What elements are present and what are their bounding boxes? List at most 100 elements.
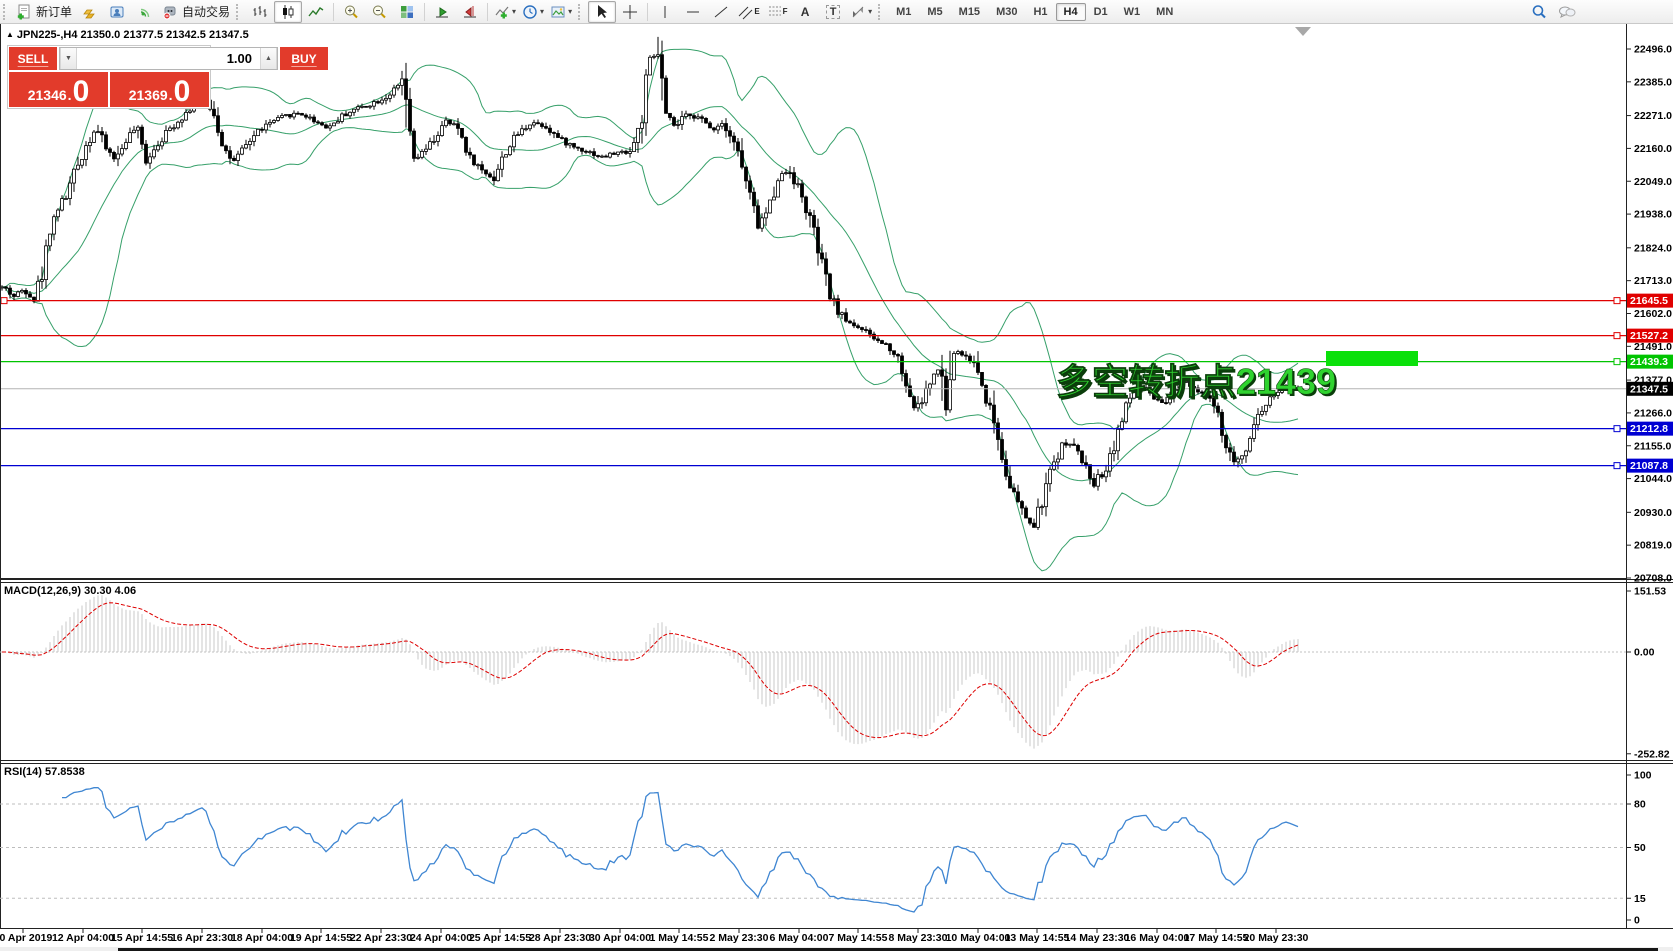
fibonacci-icon — [767, 4, 783, 20]
symbol-info: ▲ JPN225-,H4 21350.0 21377.5 21342.5 2134… — [6, 29, 249, 41]
sell-button[interactable]: SELL — [9, 47, 57, 70]
svg-text:22049.0: 22049.0 — [1634, 176, 1672, 188]
svg-text:MACD(12,26,9) 30.30 4.06: MACD(12,26,9) 30.30 4.06 — [4, 585, 136, 597]
search-icon — [1531, 4, 1547, 20]
market-button[interactable] — [75, 1, 103, 23]
svg-text:16 May 04:00: 16 May 04:00 — [1125, 932, 1190, 944]
templates-button[interactable]: ▾ — [547, 1, 575, 23]
svg-text:21602.0: 21602.0 — [1634, 308, 1672, 320]
svg-text:21645.5: 21645.5 — [1630, 295, 1668, 307]
vertical-line-button[interactable] — [651, 1, 679, 23]
tile-windows-icon — [399, 4, 415, 20]
timeframe-MN[interactable]: MN — [1156, 5, 1174, 18]
toolbar-separator — [647, 2, 649, 21]
svg-text:1 May 14:55: 1 May 14:55 — [650, 932, 709, 944]
svg-text:21439.3: 21439.3 — [1630, 356, 1668, 368]
svg-text:15: 15 — [1634, 893, 1646, 905]
crosshair-icon — [622, 4, 638, 20]
ask-price-pips: 0 — [173, 75, 191, 109]
svg-text:22496.0: 22496.0 — [1634, 44, 1672, 56]
channel-icon — [738, 4, 754, 20]
chart-shift-button[interactable] — [456, 1, 484, 23]
timeframe-H4[interactable]: H4 — [1055, 2, 1086, 21]
toolbar-grip — [578, 3, 585, 20]
svg-text:6 May 04:00: 6 May 04:00 — [770, 932, 829, 944]
svg-text:21044.0: 21044.0 — [1634, 473, 1672, 485]
gold-bars-icon — [81, 4, 97, 20]
zoom-out-button[interactable] — [365, 1, 393, 23]
svg-text:0: 0 — [1634, 915, 1640, 927]
svg-text:21212.8: 21212.8 — [1630, 423, 1668, 435]
symbol-info-text: JPN225-,H4 21350.0 21377.5 21342.5 21347… — [16, 29, 249, 41]
autotrade-button[interactable]: 自动交易 — [159, 1, 233, 23]
search-symbol-button[interactable] — [1525, 1, 1553, 23]
horizontal-line-button[interactable] — [679, 1, 707, 23]
svg-text:14 May 23:30: 14 May 23:30 — [1065, 932, 1130, 944]
timeframe-W1[interactable]: W1 — [1123, 5, 1141, 18]
cursor-button[interactable] — [588, 0, 617, 23]
svg-text:20930.0: 20930.0 — [1634, 507, 1672, 519]
svg-text:20819.0: 20819.0 — [1634, 540, 1672, 552]
new-order-button[interactable]: 新订单 — [13, 1, 75, 23]
svg-text:10 Apr 2019: 10 Apr 2019 — [0, 932, 52, 944]
toolbar-separator — [424, 2, 426, 21]
signals-button[interactable] — [131, 1, 159, 23]
candlestick-button[interactable] — [274, 0, 303, 23]
trendline-button[interactable] — [707, 1, 735, 23]
buy-button[interactable]: BUY — [280, 47, 328, 70]
timeframe-M15[interactable]: M15 — [958, 5, 981, 18]
text-button[interactable]: A — [791, 1, 819, 23]
toolbar: 新订单 自动交易 — [0, 0, 1673, 24]
svg-text:19 Apr 14:55: 19 Apr 14:55 — [290, 932, 352, 944]
dropdown-caret-icon: ▾ — [868, 7, 873, 16]
channel-button[interactable]: E — [735, 1, 763, 23]
autotrade-label: 自动交易 — [182, 5, 231, 19]
line-chart-button[interactable] — [302, 1, 330, 23]
timeframe-M1[interactable]: M1 — [896, 5, 912, 18]
shapes-button[interactable]: ▾ — [847, 1, 875, 23]
bid-price-button[interactable]: 21346. 0 — [9, 72, 108, 107]
horizontal-line-icon — [685, 4, 701, 20]
volume-increase-button[interactable]: ▲ — [260, 48, 277, 69]
text-label-button[interactable]: T — [819, 1, 847, 23]
cursor-icon — [594, 4, 610, 20]
svg-text:21491.0: 21491.0 — [1634, 341, 1672, 353]
toolbar-grip — [878, 3, 885, 20]
svg-text:RSI(14) 57.8538: RSI(14) 57.8538 — [4, 766, 85, 778]
svg-text:13 May 14:55: 13 May 14:55 — [1005, 932, 1070, 944]
timeframe-H1[interactable]: H1 — [1033, 5, 1048, 18]
autoscroll-button[interactable] — [428, 1, 456, 23]
template-icon — [550, 4, 566, 20]
ask-price-button[interactable]: 21369. 0 — [110, 72, 209, 107]
new-order-icon — [16, 4, 32, 20]
toolbar-grip — [3, 3, 10, 20]
volume-input[interactable] — [77, 48, 260, 69]
timeframe-M30[interactable]: M30 — [996, 5, 1018, 18]
periods-button[interactable]: ▾ — [519, 1, 547, 23]
svg-text:80: 80 — [1634, 799, 1646, 811]
svg-text:21713.0: 21713.0 — [1634, 275, 1672, 287]
svg-text:28 Apr 23:30: 28 Apr 23:30 — [529, 932, 591, 944]
svg-text:24 Apr 04:00: 24 Apr 04:00 — [410, 932, 472, 944]
svg-text:21824.0: 21824.0 — [1634, 242, 1672, 254]
crosshair-button[interactable] — [616, 1, 644, 23]
svg-text:多空转折点21439: 多空转折点21439 — [1058, 363, 1338, 404]
svg-text:0.00: 0.00 — [1634, 647, 1655, 659]
fibonacci-button[interactable]: F — [763, 1, 791, 23]
shapes-icon — [850, 4, 866, 20]
chat-button[interactable] — [1553, 1, 1581, 23]
text-tool-icon: A — [800, 4, 810, 19]
volume-decrease-button[interactable]: ▼ — [60, 48, 77, 69]
zoom-in-button[interactable] — [337, 1, 365, 23]
bid-price-main: 21346 — [27, 87, 67, 103]
timeframe-D1[interactable]: D1 — [1093, 5, 1108, 18]
tile-windows-button[interactable] — [393, 1, 421, 23]
svg-text:18 Apr 04:00: 18 Apr 04:00 — [231, 932, 293, 944]
indicators-button[interactable]: ▾ — [491, 1, 519, 23]
timeframe-M5[interactable]: M5 — [927, 5, 943, 18]
zoom-out-icon — [371, 4, 387, 20]
bar-chart-button[interactable] — [246, 1, 274, 23]
community-button[interactable] — [103, 1, 131, 23]
symbol-collapse-icon: ▲ — [6, 30, 14, 39]
